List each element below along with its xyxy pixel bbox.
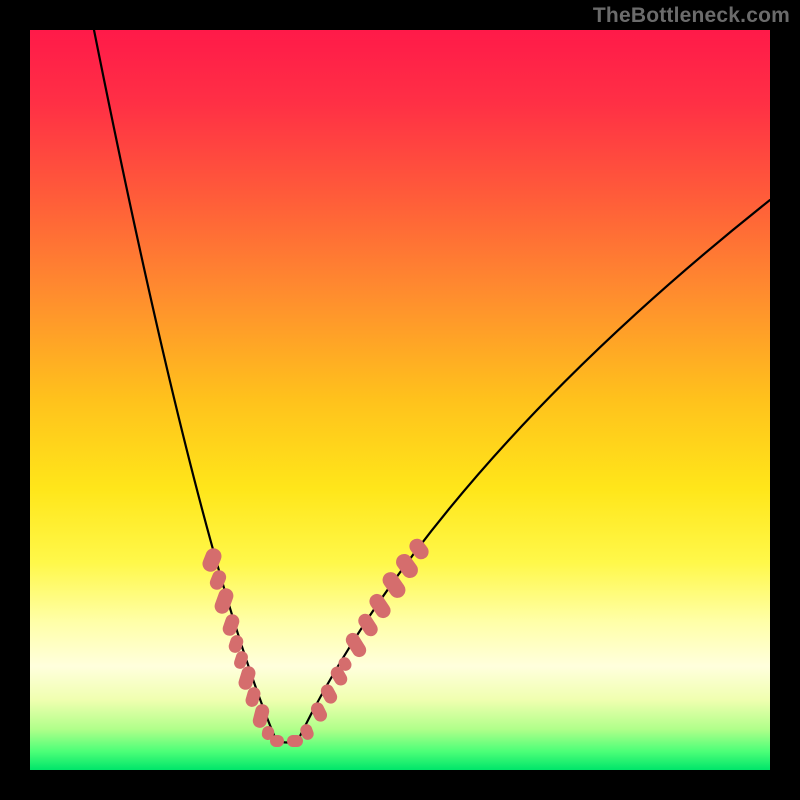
data-marker xyxy=(221,612,241,637)
marker-layer xyxy=(0,0,800,800)
data-marker xyxy=(343,630,369,659)
data-marker xyxy=(309,700,329,724)
data-marker xyxy=(319,682,340,706)
data-marker xyxy=(213,586,236,616)
plot-area xyxy=(30,30,770,770)
chart-frame: TheBottleneck.com xyxy=(0,0,800,800)
data-marker xyxy=(287,735,303,747)
data-marker xyxy=(270,735,284,747)
